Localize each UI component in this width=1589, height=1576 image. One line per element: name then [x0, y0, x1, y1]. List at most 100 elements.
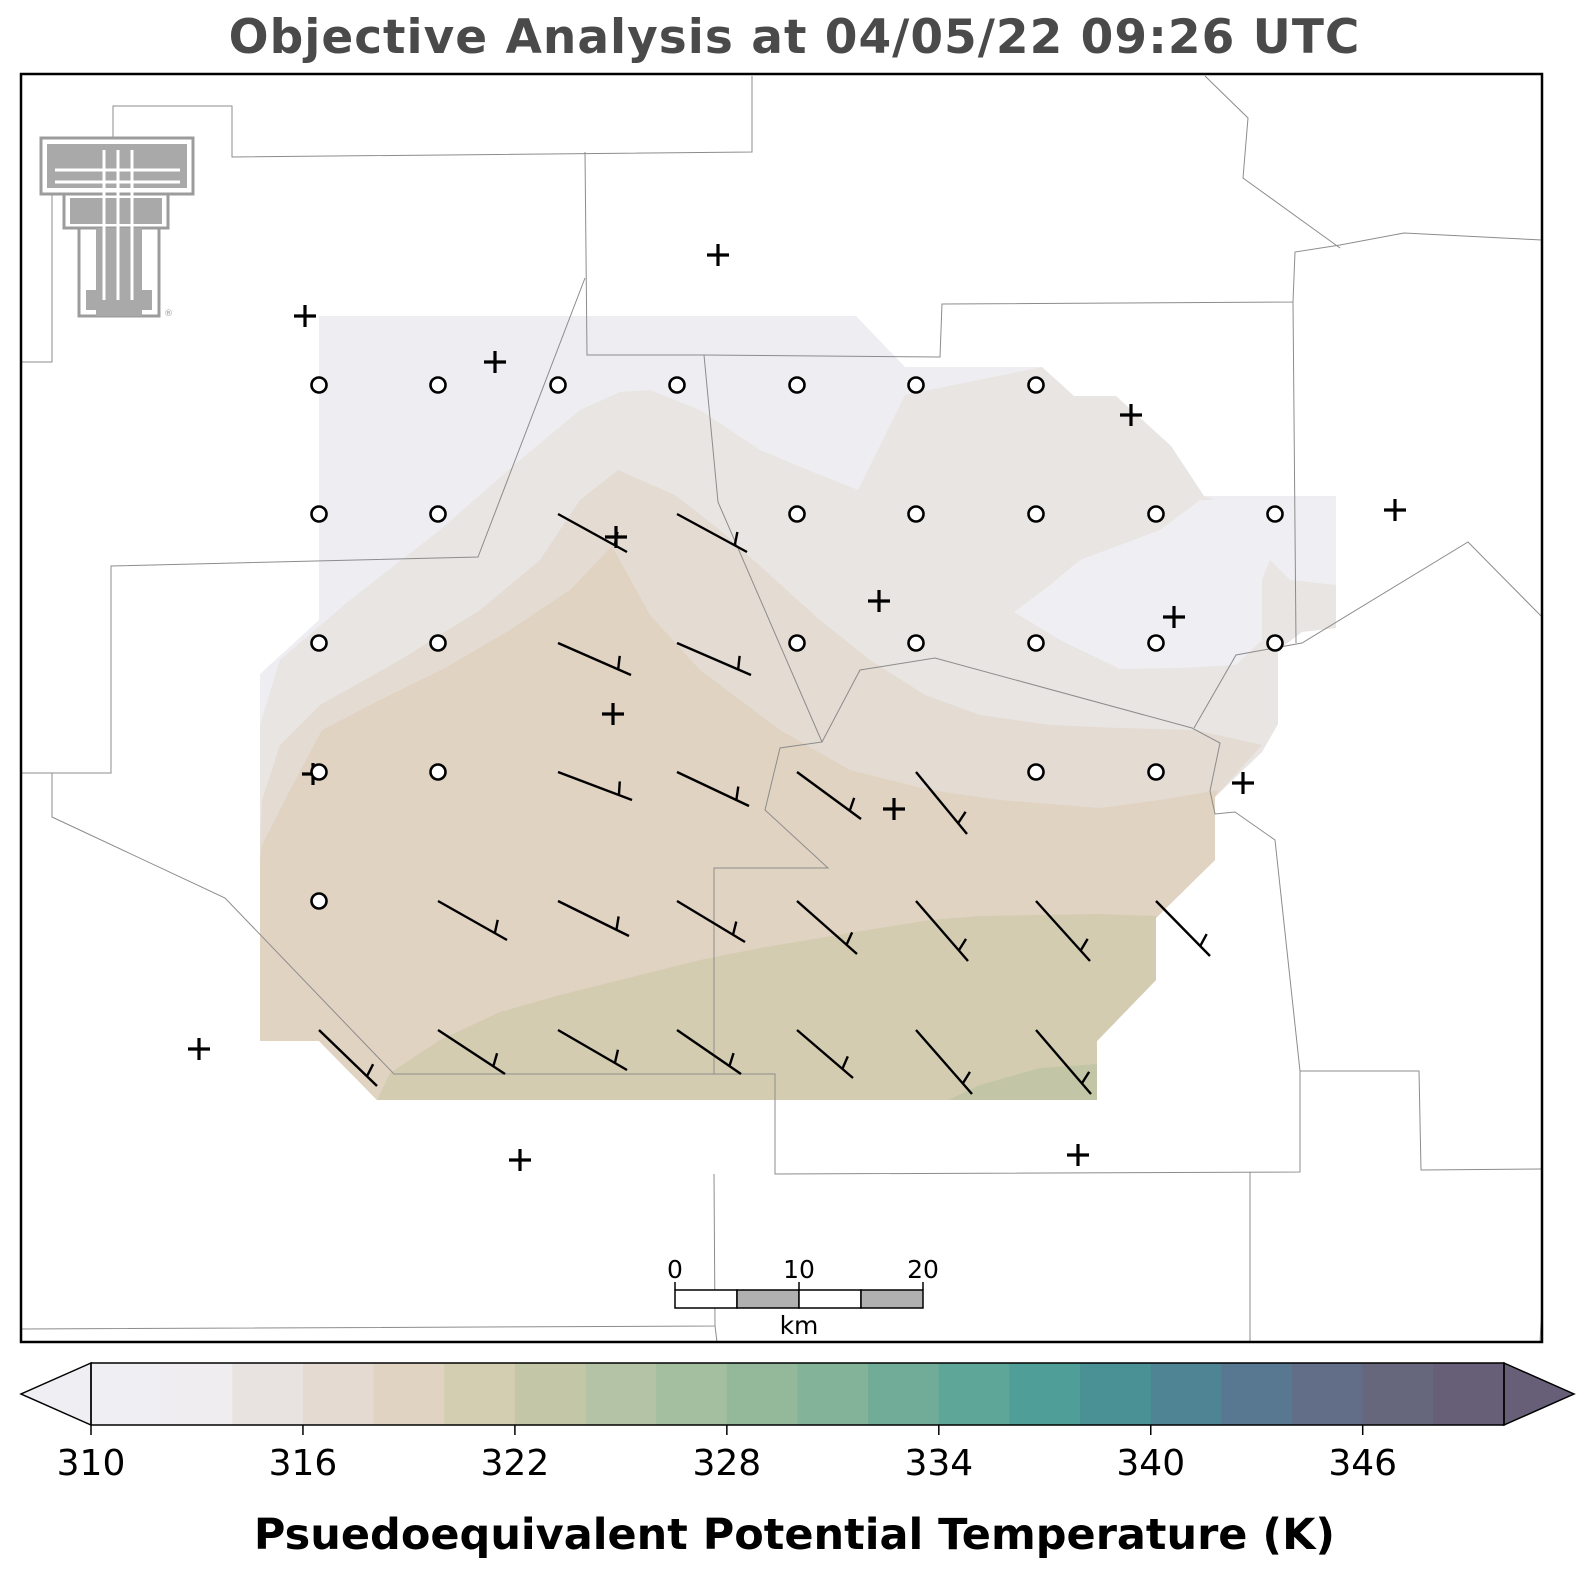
- plus-icon: [707, 244, 729, 266]
- scale-segment: [860, 1289, 924, 1309]
- colorbar-cell: [1080, 1363, 1152, 1425]
- colorbar-cell: [302, 1363, 375, 1425]
- plus-icon: [1232, 772, 1254, 794]
- calm-circle-icon: [788, 376, 806, 394]
- wind-barb-icon: [318, 1029, 378, 1087]
- scale-tick-label: 10: [783, 1255, 815, 1284]
- page-title: Objective Analysis at 04/05/22 09:26 UTC: [228, 10, 1361, 65]
- map-frame: [19, 72, 1544, 1344]
- calm-circle-icon: [1027, 634, 1045, 652]
- calm-markers: [310, 376, 1284, 910]
- wind-barb-icon: [676, 770, 750, 808]
- colorbar-cell: [1292, 1363, 1364, 1425]
- colorbar-label: Psuedoequivalent Potential Temperature (…: [253, 1510, 1336, 1560]
- calm-circle-icon: [1147, 634, 1165, 652]
- scale-tick-label: 0: [667, 1255, 683, 1284]
- wind-barb-icon: [676, 512, 748, 554]
- wind-barb-icon: [557, 1028, 628, 1072]
- wind-barb-icon: [915, 1029, 973, 1095]
- wind-barb-icon: [796, 771, 862, 820]
- colorbar-cell: [1362, 1363, 1434, 1425]
- plus-icon: [484, 351, 506, 373]
- calm-circle-icon: [310, 763, 328, 781]
- wind-barb-icon: [557, 770, 633, 802]
- wind-barb-icon: [796, 900, 858, 955]
- calm-circle-icon: [1027, 505, 1045, 523]
- colorbar-cell: [797, 1363, 869, 1425]
- wind-barb-icon: [437, 899, 508, 942]
- wind-barb-icon: [796, 1029, 854, 1079]
- calm-circle-icon: [310, 634, 328, 652]
- contour-pocket-ne: [1014, 500, 1336, 669]
- logo-registered-mark: ®: [164, 309, 173, 319]
- calm-circle-icon: [907, 376, 925, 394]
- calm-circle-icon: [549, 376, 567, 394]
- plus-icon: [294, 305, 316, 327]
- colorbar-cell: [868, 1363, 940, 1425]
- calm-circle-icon: [788, 505, 806, 523]
- colorbar-cell: [1009, 1363, 1081, 1425]
- plus-icon: [1120, 404, 1142, 426]
- colorbar-cell: [1433, 1363, 1505, 1425]
- scale-segment: [736, 1289, 800, 1309]
- colorbar-cell: [656, 1363, 728, 1425]
- wind-barb-icon: [676, 641, 752, 677]
- colorbar-cell: [1221, 1363, 1293, 1425]
- calm-circle-icon: [1027, 763, 1045, 781]
- colorbar-tick-label: 322: [481, 1443, 550, 1484]
- wind-barb-icon: [915, 900, 969, 962]
- calm-circle-icon: [788, 634, 806, 652]
- calm-circle-icon: [310, 892, 328, 910]
- colorbar-extend-high: [1503, 1361, 1576, 1427]
- calm-circle-icon: [429, 376, 447, 394]
- plus-icon: [883, 798, 905, 820]
- plus-icon: [1067, 1144, 1089, 1166]
- plus-icon: [1163, 606, 1185, 628]
- wind-barb-icon: [1155, 900, 1211, 957]
- contour-band-320: [948, 1064, 1097, 1100]
- colorbar-tick-label: 334: [904, 1443, 973, 1484]
- scale-bar: 0 10 20 km: [667, 1255, 939, 1340]
- wind-barb-icon: [1035, 1029, 1092, 1095]
- calm-circle-icon: [1266, 505, 1284, 523]
- colorbar-cell: [938, 1363, 1010, 1425]
- calm-circle-icon: [907, 634, 925, 652]
- colorbar-tick-label: 340: [1116, 1443, 1185, 1484]
- colorbar-cell: [232, 1363, 304, 1425]
- wind-barb-icon: [557, 899, 630, 938]
- county-boundaries: [21, 75, 1542, 1342]
- wind-barb-icon: [437, 1028, 506, 1076]
- colorbar-tick-label: 328: [692, 1443, 761, 1484]
- wind-barb-icon: [557, 512, 628, 554]
- contour-band-318: [377, 914, 1156, 1100]
- calm-circle-icon: [310, 505, 328, 523]
- colorbar-cell: [91, 1363, 163, 1425]
- scale-segment: [798, 1289, 862, 1309]
- calm-circle-icon: [429, 634, 447, 652]
- scale-segment: [674, 1289, 738, 1309]
- theta-e-contours: [260, 316, 1336, 1100]
- scale-tick-label: 20: [907, 1255, 939, 1284]
- calm-circle-icon: [1147, 763, 1165, 781]
- colorbar-cell: [514, 1363, 587, 1425]
- station-markers: [188, 244, 1406, 1171]
- wind-barb-icon: [557, 641, 632, 677]
- plus-icon: [509, 1149, 531, 1171]
- colorbar-cell: [444, 1363, 516, 1425]
- colorbar-cell: [1150, 1363, 1222, 1425]
- calm-circle-icon: [429, 763, 447, 781]
- calm-circle-icon: [429, 505, 447, 523]
- plus-icon: [602, 703, 624, 725]
- colorbar-cell: [726, 1363, 798, 1425]
- wind-barb-icon: [915, 771, 968, 835]
- calm-circle-icon: [310, 376, 328, 394]
- colorbar: 310 316 322 328 334 340 346: [19, 1361, 1576, 1484]
- wind-barb-icon: [676, 899, 746, 944]
- scale-unit-label: km: [780, 1311, 819, 1340]
- colorbar-frame: [90, 1362, 1505, 1426]
- map-panel: ® 0 10 20 km: [21, 74, 1542, 1342]
- colorbar-tick-label: 310: [57, 1443, 126, 1484]
- plus-icon: [188, 1038, 210, 1060]
- colorbar-tick-label: 316: [269, 1443, 338, 1484]
